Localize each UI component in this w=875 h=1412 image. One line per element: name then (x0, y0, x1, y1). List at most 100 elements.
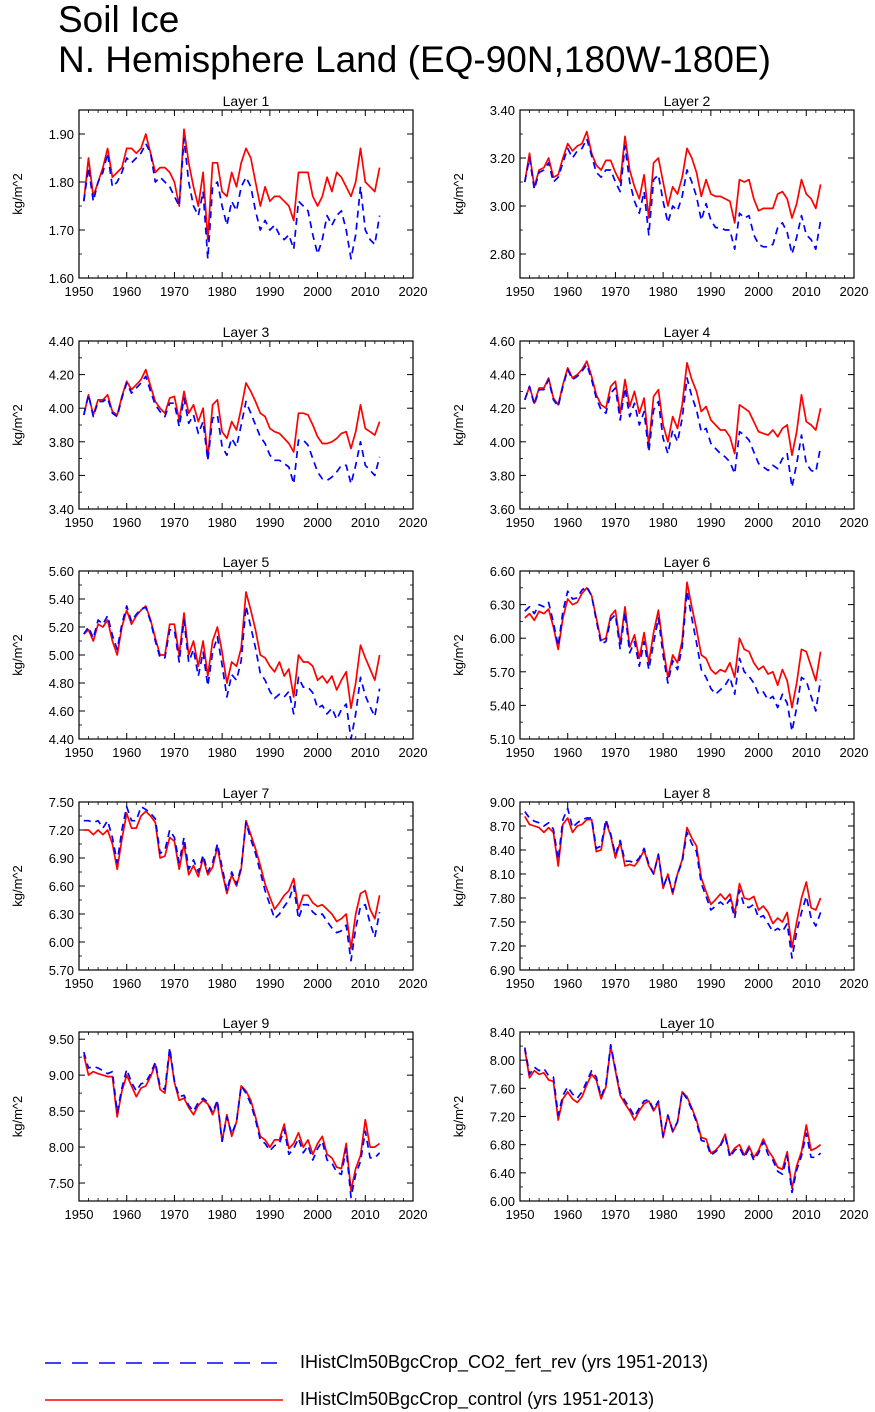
chart-title-line2: N. Hemisphere Land (EQ-90N,180W-180E) (58, 39, 771, 80)
y-tick-label: 8.40 (490, 1025, 515, 1040)
y-tick-label: 7.50 (490, 915, 515, 930)
x-tick-label: 1950 (65, 1207, 94, 1222)
x-tick-label: 1990 (255, 745, 284, 760)
y-tick-label: 4.40 (490, 368, 515, 383)
x-tick-label: 1950 (506, 515, 535, 530)
x-tick-label: 1980 (649, 1207, 678, 1222)
x-tick-label: 2010 (351, 515, 380, 530)
x-tick-label: 2020 (399, 976, 428, 991)
x-tick-label: 1970 (601, 1207, 630, 1222)
y-tick-label: 4.40 (49, 334, 74, 349)
y-tick-label: 4.60 (49, 704, 74, 719)
y-tick-label: 4.20 (490, 401, 515, 416)
plot-frame (519, 570, 855, 740)
x-tick-label: 2010 (792, 515, 821, 530)
y-tick-label: 6.40 (490, 1166, 515, 1181)
y-tick-label: 3.40 (490, 103, 515, 118)
x-tick-label: 2000 (303, 745, 332, 760)
y-axis-label: kg/m^2 (451, 1096, 466, 1138)
x-tick-label: 2010 (351, 1207, 380, 1222)
x-tick-label: 1980 (208, 1207, 237, 1222)
y-tick-label: 5.70 (49, 963, 74, 978)
y-tick-label: 5.40 (49, 592, 74, 607)
y-tick-label: 9.00 (490, 795, 515, 810)
x-tick-label: 2010 (351, 745, 380, 760)
x-tick-label: 2020 (840, 1207, 869, 1222)
x-tick-label: 2020 (840, 976, 869, 991)
x-tick-label: 2020 (840, 284, 869, 299)
x-tick-label: 2020 (399, 745, 428, 760)
y-tick-label: 6.60 (490, 564, 515, 579)
y-tick-label: 1.70 (49, 223, 74, 238)
x-tick-label: 1970 (601, 284, 630, 299)
y-tick-label: 6.30 (49, 907, 74, 922)
y-tick-label: 8.70 (490, 819, 515, 834)
x-tick-label: 2000 (303, 284, 332, 299)
y-tick-label: 3.80 (490, 468, 515, 483)
panel-title: Layer 3 (223, 324, 270, 340)
y-tick-label: 8.00 (490, 1053, 515, 1068)
plot-frame (519, 1031, 855, 1202)
y-tick-label: 3.00 (490, 199, 515, 214)
x-tick-label: 1950 (65, 515, 94, 530)
y-tick-label: 7.20 (490, 939, 515, 954)
x-tick-label: 1980 (649, 976, 678, 991)
y-axis-label: kg/m^2 (451, 404, 466, 446)
series-line-co2-fert-rev (83, 805, 381, 962)
series-line-co2-fert-rev (83, 605, 381, 740)
x-tick-label: 1980 (649, 284, 678, 299)
x-tick-label: 2000 (744, 284, 773, 299)
y-tick-label: 1.60 (49, 271, 74, 286)
x-tick-label: 2000 (303, 515, 332, 530)
y-tick-label: 1.80 (49, 175, 74, 190)
chart-panel-4: Layer 4 kg/m^2 1950 1960 1970 1980 1990 2000 201… (451, 324, 868, 530)
series-line-control (524, 581, 822, 709)
y-tick-label: 6.80 (490, 1138, 515, 1153)
x-tick-label: 1990 (255, 976, 284, 991)
y-axis-label: kg/m^2 (451, 634, 466, 676)
x-tick-label: 1980 (208, 284, 237, 299)
x-tick-label: 1970 (160, 1207, 189, 1222)
y-axis-label: kg/m^2 (451, 865, 466, 907)
chart-panel-5: Layer 5 kg/m^2 1950 1960 1970 1980 1990 2000 201… (10, 554, 427, 760)
plot-frame (78, 1031, 414, 1202)
y-tick-label: 8.10 (490, 867, 515, 882)
x-tick-label: 1960 (553, 745, 582, 760)
y-tick-label: 2.80 (490, 247, 515, 262)
x-tick-label: 1950 (65, 976, 94, 991)
y-tick-label: 4.60 (490, 334, 515, 349)
y-axis-label: kg/m^2 (10, 865, 25, 907)
y-tick-label: 6.90 (49, 851, 74, 866)
series-line-control (82, 368, 381, 460)
y-axis-label: kg/m^2 (451, 173, 466, 215)
y-tick-label: 7.60 (490, 1081, 515, 1096)
chart-panel-8: Layer 8 kg/m^2 1950 1960 1970 1980 1990 2000 201… (451, 785, 868, 991)
legend-label-control: IHistClm50BgcCrop_control (yrs 1951-2013… (300, 1389, 655, 1409)
x-tick-label: 1970 (160, 284, 189, 299)
series-line-co2-fert-rev (523, 1043, 822, 1194)
legend-label-co2-fert-rev: IHistClm50BgcCrop_CO2_fert_rev (yrs 1951… (300, 1352, 709, 1372)
y-tick-label: 8.50 (49, 1104, 74, 1119)
x-tick-label: 1990 (696, 976, 725, 991)
x-tick-label: 1990 (696, 1207, 725, 1222)
x-tick-label: 2020 (399, 284, 428, 299)
panel-title: Layer 4 (664, 324, 711, 340)
x-tick-label: 1950 (506, 976, 535, 991)
y-tick-label: 6.30 (490, 598, 515, 613)
x-tick-label: 1980 (208, 515, 237, 530)
x-tick-label: 1960 (553, 284, 582, 299)
y-tick-label: 8.00 (49, 1140, 74, 1155)
series-line-control (523, 1045, 822, 1190)
x-tick-label: 1980 (649, 515, 678, 530)
y-tick-label: 3.80 (49, 435, 74, 450)
series-line-control (524, 815, 822, 949)
y-tick-label: 5.60 (49, 564, 74, 579)
x-tick-label: 2020 (399, 1207, 428, 1222)
chart-panel-1: Layer 1 kg/m^2 1950 1960 1970 1980 1990 2000 201… (10, 93, 427, 299)
y-tick-label: 6.00 (49, 935, 74, 950)
y-axis-label: kg/m^2 (10, 173, 25, 215)
plot-frame (519, 109, 855, 279)
x-tick-label: 1990 (696, 745, 725, 760)
x-tick-label: 2000 (744, 745, 773, 760)
